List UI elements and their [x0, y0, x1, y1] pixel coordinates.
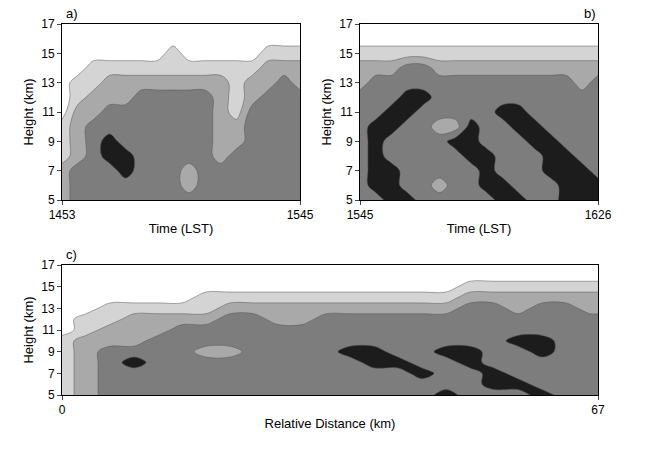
svg-text:a): a) — [66, 6, 78, 21]
svg-text:17: 17 — [339, 17, 353, 31]
svg-text:7: 7 — [48, 367, 55, 381]
svg-text:5: 5 — [48, 388, 55, 402]
svg-text:13: 13 — [41, 302, 55, 316]
svg-text:11: 11 — [340, 105, 353, 119]
svg-text:Time (LST): Time (LST) — [447, 221, 512, 236]
svg-text:13: 13 — [41, 76, 55, 90]
svg-text:9: 9 — [346, 135, 353, 149]
svg-text:5: 5 — [346, 193, 353, 207]
svg-text:7: 7 — [346, 164, 353, 178]
svg-text:17: 17 — [41, 17, 55, 31]
svg-text:67: 67 — [591, 403, 605, 417]
svg-text:5: 5 — [48, 193, 55, 207]
svg-text:1545: 1545 — [287, 208, 314, 222]
svg-text:c): c) — [66, 247, 77, 262]
svg-text:13: 13 — [339, 76, 353, 90]
svg-text:0: 0 — [59, 403, 66, 417]
svg-text:11: 11 — [42, 323, 55, 337]
svg-text:9: 9 — [48, 135, 55, 149]
svg-text:7: 7 — [48, 164, 55, 178]
svg-text:Height (km): Height (km) — [21, 296, 36, 363]
svg-text:1545: 1545 — [347, 208, 374, 222]
svg-text:Time (LST): Time (LST) — [149, 221, 214, 236]
svg-text:Relative Distance (km): Relative Distance (km) — [265, 416, 396, 431]
svg-text:11: 11 — [42, 105, 55, 119]
svg-text:Height (km): Height (km) — [319, 78, 334, 145]
svg-text:b): b) — [584, 6, 596, 21]
svg-text:1453: 1453 — [49, 208, 76, 222]
svg-text:1626: 1626 — [585, 208, 612, 222]
svg-text:Height (km): Height (km) — [21, 78, 36, 145]
svg-text:15: 15 — [41, 280, 55, 294]
svg-text:15: 15 — [41, 47, 55, 61]
svg-text:9: 9 — [48, 345, 55, 359]
svg-text:15: 15 — [339, 47, 353, 61]
svg-text:17: 17 — [41, 258, 55, 272]
